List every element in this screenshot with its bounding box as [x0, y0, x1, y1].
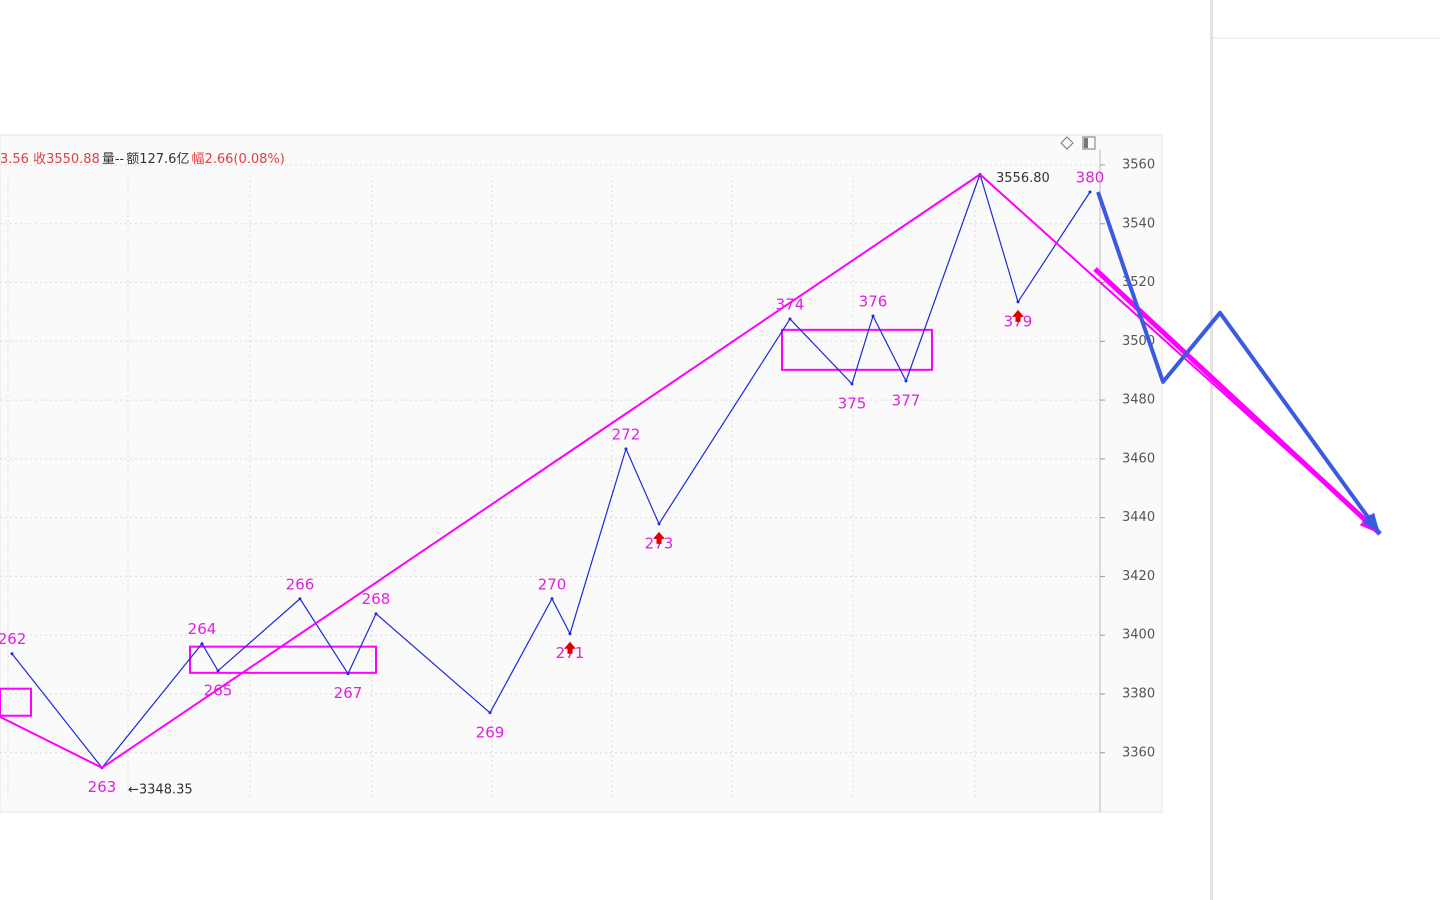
y-tick-label: 3360 [1122, 745, 1155, 760]
wave-label: 272 [612, 425, 641, 443]
buy-signal [1012, 309, 1024, 322]
y-tick-label: 3560 [1122, 157, 1155, 172]
range-box [189, 645, 377, 674]
wave-label: 269 [476, 723, 505, 741]
draw-icon[interactable] [1060, 136, 1074, 150]
wave-label: 262 [0, 630, 26, 648]
wave-label: 376 [859, 293, 888, 311]
wave-point [1016, 300, 1020, 304]
wave-point [871, 314, 875, 318]
chart-panel [0, 134, 1163, 813]
wave-label: 268 [362, 590, 391, 608]
wave-label: 380 [1076, 169, 1105, 187]
y-tick-label: 3400 [1122, 628, 1155, 643]
wave-label: 263 [88, 778, 117, 796]
wave-label: 267 [334, 684, 363, 702]
wave-label: 375 [838, 394, 867, 412]
wave-point [298, 597, 302, 601]
wave-label: 374 [776, 295, 805, 313]
wave-point [568, 632, 572, 636]
info-item: 幅2.66(0.08%) [191, 152, 284, 167]
annotation: ←3348.35 [128, 783, 193, 798]
annotation: 3556.80 [996, 171, 1050, 186]
info-item: 3.56 收3550.88 [0, 152, 100, 167]
wave-point [346, 672, 350, 676]
wave-point [216, 669, 220, 673]
wave-label: 264 [188, 620, 217, 638]
series-line [1093, 267, 1382, 536]
wave-point [624, 447, 628, 451]
y-tick-label: 3380 [1122, 686, 1155, 701]
y-tick-label: 3460 [1122, 451, 1155, 466]
series-line [0, 173, 1381, 769]
v-grid [7, 175, 976, 800]
wave-point [788, 317, 792, 321]
wave-point [488, 711, 492, 715]
panel-icon[interactable] [1082, 136, 1096, 150]
wave-point [10, 652, 14, 656]
info-item: 量-- [102, 152, 125, 167]
wave-point [904, 379, 908, 383]
range-box [0, 687, 32, 717]
panel-icon-fill [1084, 138, 1088, 148]
buy-signal [564, 641, 576, 654]
wave-label: 270 [538, 575, 567, 593]
wave-point [550, 597, 554, 601]
buy-signal [653, 531, 665, 544]
wave-point [1088, 190, 1092, 194]
arrow-head [1361, 512, 1380, 534]
y-tick-label: 3440 [1122, 510, 1155, 525]
divider [1210, 0, 1213, 900]
y-tick-label: 3540 [1122, 216, 1155, 231]
wave-point [374, 612, 378, 616]
info-item: 额127.6亿 [126, 152, 189, 167]
wave-point [657, 522, 661, 526]
wave-point [200, 642, 204, 646]
wave-label: 377 [892, 391, 921, 409]
range-box [781, 328, 933, 371]
y-tick-label: 3480 [1122, 393, 1155, 408]
y-tick-label: 3420 [1122, 569, 1155, 584]
wave-point [850, 382, 854, 386]
wave-label: 266 [286, 575, 315, 593]
series-line [1096, 191, 1382, 535]
info-bar: 3.56 收3550.88 量-- 额127.6亿 幅2.66(0.08%) [0, 152, 285, 167]
